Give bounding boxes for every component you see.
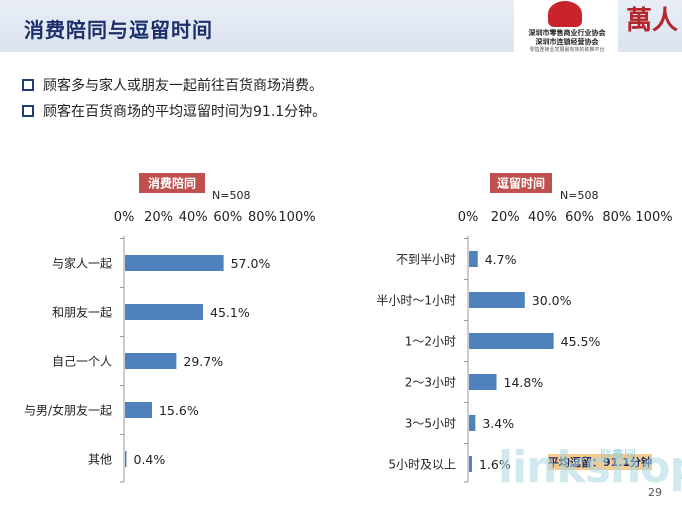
logo-text-line2: 深圳市连锁经营协会 [535, 38, 599, 46]
value-label: 0.4% [134, 452, 166, 467]
logo-emblem-icon [548, 1, 582, 27]
x-tick-label: 20% [144, 210, 173, 225]
category-label: 与家人一起 [52, 256, 112, 271]
value-label: 14.8% [504, 375, 544, 390]
category-label: 半小时～1小时 [376, 294, 456, 308]
watermark-small-text: 联商网 [600, 448, 637, 462]
chart-title: 消费陪同 [148, 176, 196, 191]
logo-text-line1: 深圳市零售商业行业协会 [528, 29, 606, 37]
x-tick-label: 100% [278, 210, 315, 225]
bar [125, 255, 224, 271]
bullet-text: 顾客在百货商场的平均逗留时间为91.1分钟。 [43, 104, 327, 120]
header-bar: 消费陪同与逗留时间 深圳市零售商业行业协会 深圳市连锁经营协会 零售连锁业发展最… [0, 0, 682, 53]
x-tick-label: 80% [602, 210, 631, 225]
bar [469, 333, 554, 349]
x-tick-label: 80% [248, 210, 277, 225]
chart-title-badge [490, 173, 552, 193]
category-label: 5小时及以上 [388, 458, 456, 472]
brand-mark-logo: 萬人 [626, 6, 679, 36]
bar [469, 251, 478, 267]
bullet-text: 顾客多与家人或朋友一起前往百货商场消费。 [43, 78, 323, 94]
value-label: 45.5% [561, 334, 601, 349]
value-label: 1.6% [479, 457, 511, 472]
category-label: 1～2小时 [405, 335, 456, 349]
x-tick-label: 60% [565, 210, 594, 225]
value-label: 57.0% [231, 256, 271, 271]
bar [125, 304, 204, 320]
bar [469, 456, 472, 472]
category-label: 2～3小时 [405, 376, 456, 390]
bar [469, 415, 476, 431]
x-tick-label: 40% [528, 210, 557, 225]
x-tick-label: 60% [213, 210, 242, 225]
bullet-item: 顾客多与家人或朋友一起前往百货商场消费。 [22, 72, 326, 98]
bar [469, 374, 497, 390]
bullet-list: 顾客多与家人或朋友一起前往百货商场消费。 顾客在百货商场的平均逗留时间为91.1… [22, 72, 326, 124]
sample-size-label: N=508 [212, 189, 250, 202]
category-label: 和朋友一起 [52, 306, 112, 320]
value-label: 15.6% [159, 403, 199, 418]
sample-size-label: N=508 [560, 189, 598, 202]
x-tick-label: 0% [458, 210, 479, 225]
bullet-square-icon [22, 79, 34, 91]
category-label: 不到半小时 [396, 253, 456, 267]
bullet-square-icon [22, 105, 34, 117]
chart-title-badge [139, 173, 205, 193]
bar [469, 292, 525, 308]
category-label: 其他 [88, 453, 112, 467]
x-tick-label: 20% [491, 210, 520, 225]
page-title: 消费陪同与逗留时间 [24, 18, 213, 42]
category-label: 自己一个人 [52, 355, 112, 369]
value-label: 4.7% [485, 252, 517, 267]
footnote-text: 平均逗留：91.1分钟 [548, 455, 652, 469]
logo-text-line3: 零售连锁业发展最有效的助推平台 [529, 47, 605, 53]
category-label: 与男/女朋友一起 [24, 403, 112, 418]
category-label: 3～5小时 [405, 417, 456, 431]
value-label: 45.1% [210, 305, 250, 320]
value-label: 30.0% [532, 293, 572, 308]
x-tick-label: 0% [114, 210, 135, 225]
chart-title: 逗留时间 [497, 176, 545, 191]
bar [125, 353, 177, 369]
x-tick-label: 40% [179, 210, 208, 225]
value-label: 29.7% [183, 354, 223, 369]
bar [125, 402, 152, 418]
bar [125, 451, 127, 467]
bullet-item: 顾客在百货商场的平均逗留时间为91.1分钟。 [22, 98, 326, 124]
x-tick-label: 100% [635, 210, 672, 225]
page-number: 29 [648, 486, 662, 499]
value-label: 3.4% [482, 416, 514, 431]
footnote-highlight [548, 454, 652, 470]
association-logo: 深圳市零售商业行业协会 深圳市连锁经营协会 零售连锁业发展最有效的助推平台 [514, 0, 618, 53]
watermark-text: linkshop [498, 442, 682, 493]
